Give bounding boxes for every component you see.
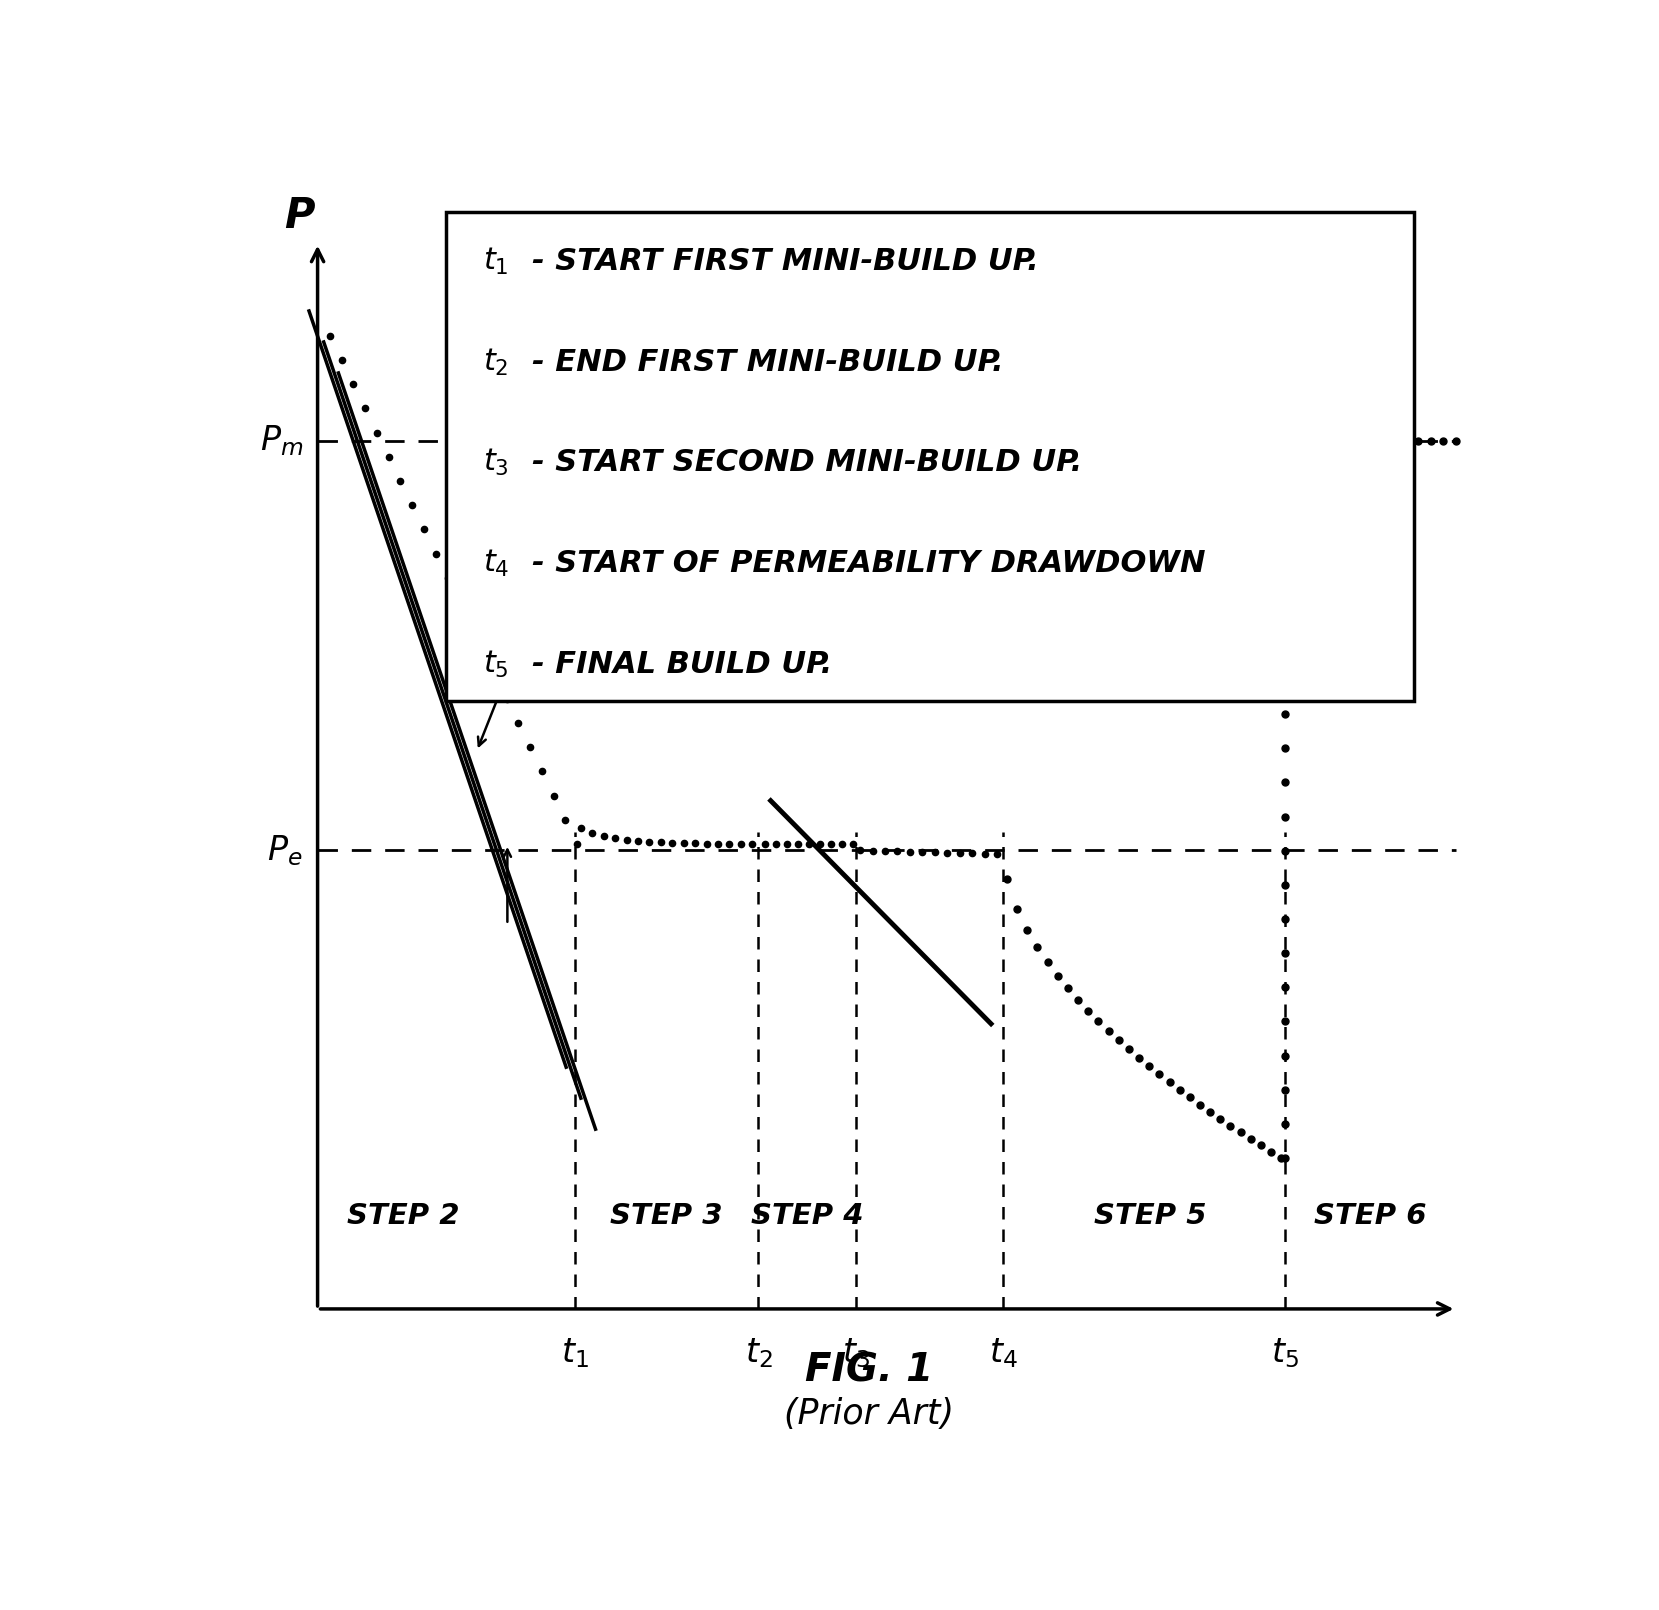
Text: - FINAL BUILD UP.: - FINAL BUILD UP. [533, 650, 833, 679]
FancyBboxPatch shape [446, 213, 1413, 702]
Text: -40: -40 [478, 601, 554, 745]
Text: - START SECOND MINI-BUILD UP.: - START SECOND MINI-BUILD UP. [533, 448, 1082, 477]
Text: $t_4$: $t_4$ [989, 1336, 1017, 1370]
Text: P: P [284, 195, 315, 237]
Text: $t_5$: $t_5$ [1271, 1336, 1299, 1370]
Text: $P_m$: $P_m$ [259, 423, 304, 459]
Text: - START FIRST MINI-BUILD UP.: - START FIRST MINI-BUILD UP. [533, 246, 1039, 275]
Text: $t_3$: $t_3$ [843, 1336, 871, 1370]
Text: $P_e$: $P_e$ [267, 832, 304, 868]
Text: $t_1$: $t_1$ [561, 1336, 589, 1370]
Text: STEP 3: STEP 3 [611, 1203, 723, 1230]
Text: $t_4$: $t_4$ [483, 547, 509, 580]
Text: STEP 4: STEP 4 [752, 1203, 864, 1230]
Text: STEP 5: STEP 5 [1093, 1203, 1206, 1230]
Text: STEP 2: STEP 2 [347, 1203, 460, 1230]
Text: - END FIRST MINI-BUILD UP.: - END FIRST MINI-BUILD UP. [533, 348, 1004, 377]
Text: $t_5$: $t_5$ [483, 649, 509, 679]
Text: FIG. 1: FIG. 1 [805, 1352, 932, 1389]
Text: $t_1$: $t_1$ [483, 246, 508, 277]
Text: (Prior Art): (Prior Art) [783, 1397, 954, 1431]
Text: $t_2$: $t_2$ [745, 1336, 771, 1370]
Text: STEP 6: STEP 6 [1314, 1203, 1427, 1230]
Text: - START OF PERMEABILITY DRAWDOWN: - START OF PERMEABILITY DRAWDOWN [533, 549, 1206, 578]
Text: $t_2$: $t_2$ [483, 346, 508, 378]
Text: $t_3$: $t_3$ [483, 448, 509, 478]
